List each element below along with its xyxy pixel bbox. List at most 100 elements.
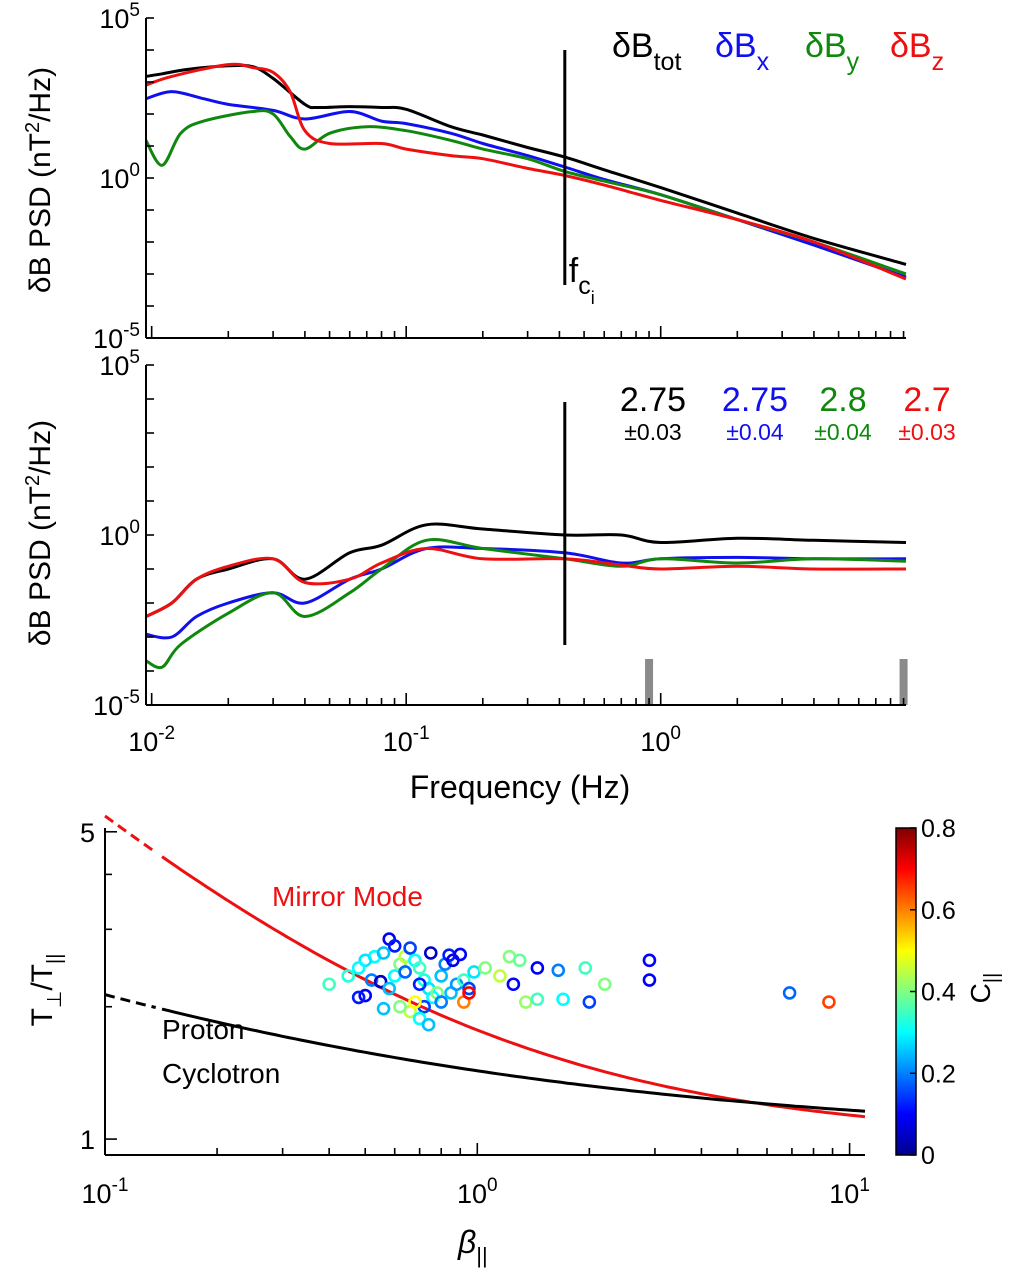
- scatter-point: [551, 963, 566, 978]
- scatter-point: [403, 941, 417, 955]
- anisotropy-axis-label: T⊥/T||: [26, 954, 66, 1027]
- slope-values: 2.75±0.032.75±0.042.8±0.042.7±0.03: [620, 381, 956, 445]
- legend: δBtot δBx δBy δBz: [612, 27, 944, 76]
- colorbar-tick-label: 0.2: [921, 1060, 956, 1088]
- scatter-point: [434, 995, 449, 1009]
- y-tick-label: 100: [99, 160, 140, 194]
- y-tick-label: 10-5: [93, 320, 140, 354]
- mid-series-group: [145, 522, 907, 670]
- series-line-δBx: [145, 90, 907, 279]
- fit-range-marker: [899, 659, 908, 705]
- colorbar: 0 0.2 0.4 0.6 0.8: [895, 815, 956, 1170]
- scatter-point: [478, 961, 492, 975]
- slope-error: ±0.03: [898, 419, 955, 445]
- scatter-point: [512, 953, 527, 968]
- scatter-point: [597, 977, 612, 992]
- scatter-point: [493, 969, 507, 983]
- top-axes: 105 100 10-5: [93, 0, 906, 354]
- scatter-point: [530, 992, 545, 1007]
- series-line-δBy: [144, 109, 907, 276]
- scatter-point: [393, 999, 407, 1014]
- scatter-point: [434, 969, 449, 983]
- frequency-axis-label: Frequency (Hz): [410, 769, 631, 805]
- series-line-δBz: [145, 546, 907, 618]
- fit-range-marker: [645, 659, 654, 705]
- slope-value: 2.75: [620, 381, 686, 419]
- scatter-point: [519, 995, 533, 1009]
- scatter-point: [421, 1017, 436, 1032]
- colorbar-label: C||: [965, 973, 1003, 1004]
- colorbar-tick-label: 0.4: [921, 979, 956, 1007]
- mid-y-axis-label: δB PSD (nT2/Hz): [22, 420, 57, 646]
- scatter-point: [462, 981, 476, 996]
- scatter-point: [398, 965, 412, 979]
- top-y-axis-label: δB PSD (nT2/Hz): [22, 67, 57, 293]
- x-tick-label: 100: [640, 723, 681, 757]
- scatter-point: [364, 973, 379, 987]
- scatter-point: [578, 961, 593, 975]
- series-line-δBtot: [145, 522, 907, 618]
- threshold-dashed-Mirror Mode: [104, 814, 157, 854]
- scatter-points: [322, 932, 836, 1032]
- scatter-point: [642, 953, 657, 968]
- scatter-point: [582, 995, 597, 1009]
- fci-label: fci: [569, 252, 595, 308]
- series-line-δBy: [145, 538, 907, 670]
- scatter-point: [556, 992, 570, 1007]
- scatter-point: [358, 953, 373, 968]
- legend-item-y: δBy: [805, 27, 860, 76]
- top-series-group: [144, 62, 907, 281]
- beta-axis-label: β||: [457, 1224, 488, 1268]
- scatter-point: [412, 977, 427, 992]
- scatter-point: [412, 1011, 427, 1026]
- scatter-point: [387, 939, 402, 953]
- x-tick-label: 100: [457, 1175, 498, 1209]
- scatter-point: [506, 977, 521, 992]
- scatter-point: [408, 995, 422, 1009]
- slope-value: 2.8: [819, 381, 866, 419]
- scatter-point: [782, 986, 797, 1000]
- y-tick-label: 105: [99, 347, 140, 381]
- colorbar-tick-label: 0.8: [921, 815, 956, 843]
- anisotropy-panel: 5 1 10-1 100 101 Mirror Mode Proton Cyclotro…: [26, 814, 1003, 1268]
- scatter-point: [462, 986, 476, 1000]
- colorbar-tick-label: 0: [921, 1142, 935, 1170]
- scatter-point: [341, 969, 355, 983]
- slope-error: ±0.04: [814, 419, 872, 445]
- scatter-point: [530, 961, 545, 975]
- colorbar-tick-label: 0.6: [921, 897, 956, 925]
- scatter-point: [423, 946, 438, 960]
- scatter-point: [382, 981, 397, 996]
- scatter-point: [322, 977, 336, 992]
- x-tick-label: 10-1: [383, 723, 430, 757]
- scatter-point: [822, 995, 836, 1009]
- y-tick-label: 100: [99, 517, 140, 551]
- scatter-point: [351, 990, 366, 1005]
- x-tick-label: 101: [829, 1175, 870, 1209]
- threshold-dashed-Proton Cyclotron: [104, 993, 157, 1009]
- slope-error: ±0.03: [624, 419, 681, 445]
- y-tick-label: 5: [80, 818, 95, 848]
- mirror-mode-label: Mirror Mode: [272, 881, 423, 912]
- scatter-point: [412, 961, 427, 975]
- y-tick-label: 105: [99, 0, 140, 34]
- psd-top-panel: 105 100 10-5 fci δBtot δBx δBy δBz δB PSD (nT…: [22, 0, 944, 354]
- legend-item-z: δBz: [890, 27, 944, 76]
- mid-axes: 105 100 10-510-2 10-1 100: [93, 347, 906, 757]
- slope-error: ±0.04: [726, 419, 784, 445]
- y-tick-label: 10-5: [93, 687, 140, 721]
- scatter-point: [467, 965, 481, 979]
- proton-label: Proton: [162, 1014, 245, 1045]
- scatter-point: [376, 1001, 391, 1016]
- threshold-curves: [104, 814, 866, 1119]
- legend-item-tot: δBtot: [612, 27, 681, 76]
- scatter-point: [351, 961, 366, 975]
- series-line-δBz: [145, 62, 907, 281]
- x-tick-label: 10-2: [128, 723, 175, 757]
- scatter-point: [453, 947, 468, 962]
- slope-value: 2.75: [722, 381, 788, 419]
- scatter-point: [642, 973, 657, 987]
- scatter-point: [358, 988, 373, 1003]
